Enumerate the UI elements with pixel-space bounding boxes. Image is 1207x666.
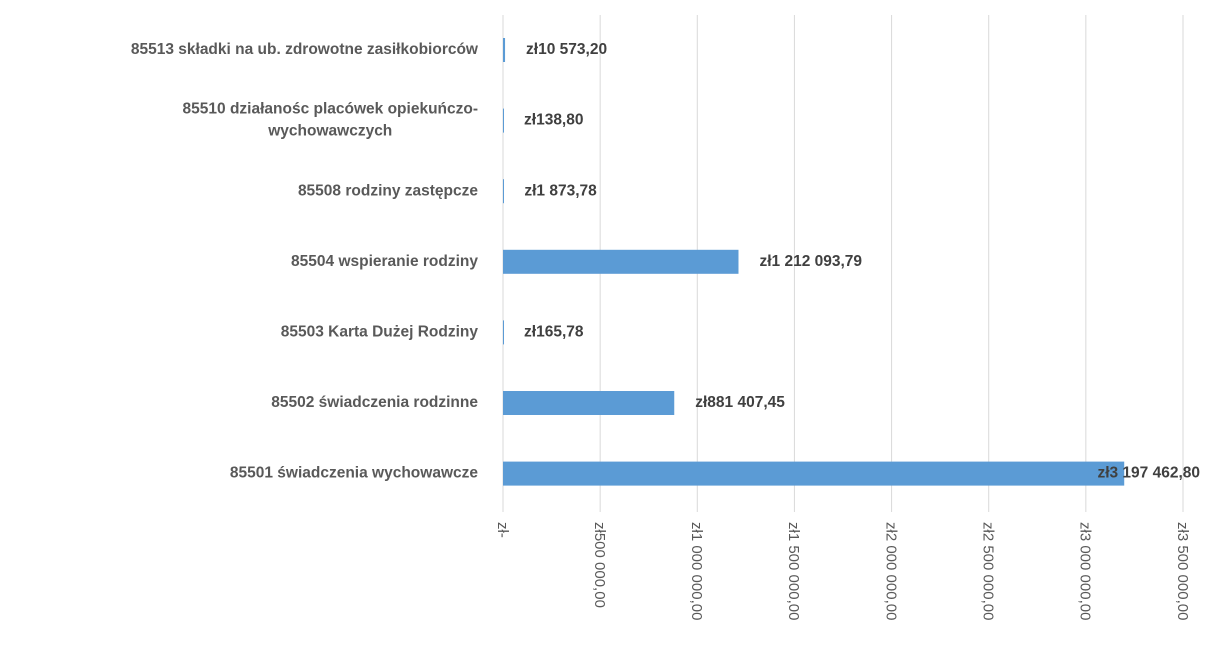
bar [503, 320, 504, 345]
bar [503, 391, 675, 415]
x-tick-label: zł2 500 000,00 [979, 522, 996, 620]
bar [503, 108, 504, 133]
bar [503, 461, 1125, 486]
category-label: 85502 świadczenia rodzinne [271, 394, 478, 411]
value-label: zł881 407,45 [695, 394, 785, 411]
x-tick-label: zł1 000 000,00 [688, 522, 705, 620]
value-label: zł1 212 093,79 [759, 253, 862, 270]
x-tick-label: zł3 500 000,00 [1174, 522, 1191, 620]
category-label: 85508 rodziny zastępcze [298, 182, 478, 199]
category-label: 85504 wspieranie rodziny [291, 253, 478, 270]
value-label: zł138,80 [524, 112, 583, 129]
category-label: 85503 Karta Dużej Rodziny [281, 323, 479, 340]
x-tick-label: zł- [494, 522, 511, 538]
value-label: zł3 197 462,80 [1097, 465, 1200, 482]
bar [503, 249, 739, 274]
category-line: 85510 działanośc placówek opiekuńczo- [183, 101, 478, 118]
bar [503, 179, 504, 204]
value-label: zł1 873,78 [524, 182, 597, 199]
x-tick-label: zł500 000,00 [591, 522, 608, 608]
bar [503, 38, 506, 62]
category-label: 85501 świadczenia wychowawcze [230, 465, 479, 482]
value-label: zł165,78 [524, 323, 584, 340]
x-tick-label: zł2 000 000,00 [882, 522, 899, 620]
x-tick-label: zł3 000 000,00 [1077, 522, 1094, 620]
value-label: zł10 573,20 [526, 41, 607, 58]
x-tick-label: zł1 500 000,00 [785, 522, 802, 620]
category-label: 85510 działanośc placówek opiekuńczo-wyc… [183, 101, 478, 140]
category-line: wychowawczych [267, 123, 392, 140]
category-label: 85513 składki na ub. zdrowotne zasiłkobi… [131, 41, 479, 58]
